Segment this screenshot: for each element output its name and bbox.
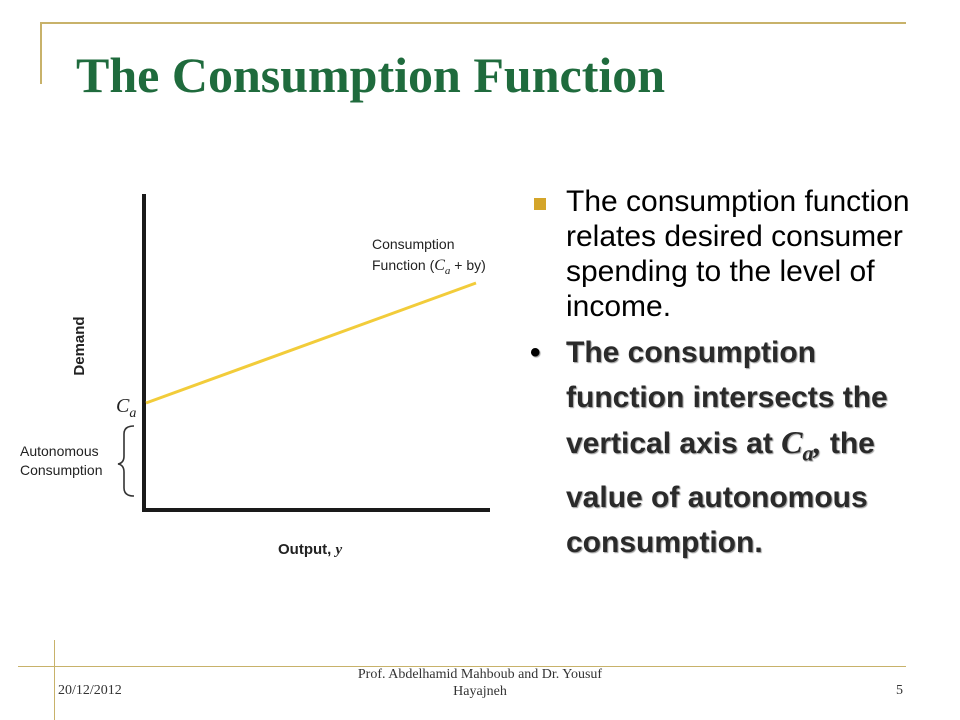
intercept-label-c: C [116,395,130,417]
bullet-item-1: The consumption function relates desired… [528,184,938,324]
bullet-2-symbol-sub: a [802,440,814,466]
footer-date: 20/12/2012 [58,683,122,698]
bullet-1-text: The consumption function relates desired… [566,185,910,323]
consumption-line [145,281,477,405]
brace-label-line2: Consumption [20,462,103,478]
x-axis-label-var: y [333,542,342,558]
frame-bottom-line [18,666,906,667]
x-axis-label: Output, y [278,541,342,558]
curve-label-ca: C [434,257,445,274]
y-axis-label: Demand [71,316,88,375]
frame-footer-divider [54,640,55,720]
curve-label-line2: Function (Ca + by) [372,257,486,277]
curve-label-ca-sub: a [445,265,451,277]
frame-left-line [40,22,42,84]
x-axis-label-text: Output, [278,541,335,558]
diagram-svg: Demand Ca Autonomous Consumption Consump… [20,194,490,558]
footer-author-line2: Hayajneh [453,684,507,699]
bullet-2-symbol-c: C [781,424,803,460]
bullet-list: The consumption function relates desired… [528,184,938,565]
consumption-diagram: Demand Ca Autonomous Consumption Consump… [0,180,520,580]
footer-page-number: 5 [896,683,903,698]
autonomous-brace [117,425,135,497]
bullet-2-symbol: Ca, [781,424,822,465]
bullet-2-tail: the value of autonomous consumption. [566,427,875,560]
curve-label-prefix: Function ( [372,257,435,273]
bullet-square-icon [534,198,546,210]
bullet-2-text: The consumption function intersects the … [566,336,888,460]
curve-label-rest: + by) [450,257,485,273]
slide-title: The Consumption Function [76,47,666,103]
bullet-2-comma: , [813,424,822,460]
bullet-item-2: • The consumption function intersects th… [528,330,938,565]
frame-top-line [40,22,906,24]
curve-label-line1: Consumption [372,236,455,252]
bullet-dot-icon: • [530,336,541,369]
intercept-label: Ca [116,395,136,421]
brace-label-line1: Autonomous [20,443,99,459]
footer-author-line1: Prof. Abdelhamid Mahboub and Dr. Yousuf [357,667,603,682]
footer-author: Prof. Abdelhamid Mahboub and Dr. Yousuf … [330,666,630,700]
intercept-label-sub: a [129,406,136,421]
